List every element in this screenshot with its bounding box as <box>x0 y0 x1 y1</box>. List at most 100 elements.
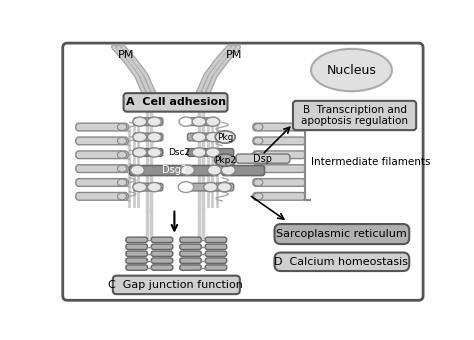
FancyBboxPatch shape <box>180 237 201 242</box>
FancyBboxPatch shape <box>76 165 128 172</box>
FancyBboxPatch shape <box>222 166 264 175</box>
Ellipse shape <box>218 183 231 192</box>
Ellipse shape <box>147 117 161 126</box>
FancyBboxPatch shape <box>130 166 219 175</box>
FancyBboxPatch shape <box>180 251 201 256</box>
FancyBboxPatch shape <box>126 244 147 250</box>
Ellipse shape <box>208 165 221 175</box>
FancyBboxPatch shape <box>236 154 290 163</box>
FancyBboxPatch shape <box>293 101 416 130</box>
FancyBboxPatch shape <box>205 258 227 264</box>
FancyBboxPatch shape <box>253 123 305 131</box>
Ellipse shape <box>206 148 220 157</box>
FancyBboxPatch shape <box>124 93 228 112</box>
Text: Dsg2: Dsg2 <box>162 165 187 175</box>
Ellipse shape <box>214 154 236 166</box>
Ellipse shape <box>179 117 193 126</box>
FancyBboxPatch shape <box>151 237 173 242</box>
Ellipse shape <box>254 123 263 131</box>
FancyBboxPatch shape <box>180 265 201 270</box>
FancyBboxPatch shape <box>113 276 240 294</box>
Ellipse shape <box>133 133 146 142</box>
FancyBboxPatch shape <box>253 178 305 186</box>
Ellipse shape <box>254 165 263 172</box>
Text: Pkg: Pkg <box>217 133 233 141</box>
Text: D  Calcium homeostasis: D Calcium homeostasis <box>274 257 409 267</box>
Ellipse shape <box>118 151 127 158</box>
Ellipse shape <box>178 182 194 192</box>
FancyBboxPatch shape <box>274 253 409 271</box>
Ellipse shape <box>311 49 392 91</box>
FancyBboxPatch shape <box>134 183 163 191</box>
Ellipse shape <box>254 179 263 186</box>
Ellipse shape <box>133 183 146 192</box>
FancyBboxPatch shape <box>63 43 423 300</box>
Ellipse shape <box>147 148 161 157</box>
FancyBboxPatch shape <box>151 265 173 270</box>
Text: Dsp: Dsp <box>254 154 273 164</box>
Text: Nucleus: Nucleus <box>327 64 376 76</box>
Ellipse shape <box>133 117 146 126</box>
Ellipse shape <box>254 151 263 158</box>
FancyBboxPatch shape <box>134 133 163 141</box>
Ellipse shape <box>147 133 161 142</box>
FancyBboxPatch shape <box>188 133 217 141</box>
FancyBboxPatch shape <box>126 251 147 256</box>
FancyBboxPatch shape <box>205 237 227 242</box>
Ellipse shape <box>206 133 220 142</box>
Ellipse shape <box>118 193 127 200</box>
Ellipse shape <box>192 133 206 142</box>
FancyBboxPatch shape <box>180 258 201 264</box>
Ellipse shape <box>118 137 127 144</box>
FancyBboxPatch shape <box>253 192 305 200</box>
Ellipse shape <box>204 183 218 192</box>
FancyBboxPatch shape <box>76 151 128 158</box>
Ellipse shape <box>221 165 235 175</box>
FancyBboxPatch shape <box>188 118 217 125</box>
FancyBboxPatch shape <box>253 151 305 158</box>
FancyBboxPatch shape <box>180 244 201 250</box>
Text: C  Gap junction function: C Gap junction function <box>109 280 243 290</box>
Ellipse shape <box>254 137 263 144</box>
Text: PM: PM <box>118 50 134 60</box>
FancyBboxPatch shape <box>188 183 234 191</box>
Text: Pkp2: Pkp2 <box>214 156 236 165</box>
Ellipse shape <box>181 165 194 175</box>
FancyBboxPatch shape <box>151 244 173 250</box>
Text: Sarcoplasmic reticulum: Sarcoplasmic reticulum <box>276 229 407 239</box>
FancyBboxPatch shape <box>134 118 163 125</box>
Text: Intermediate filaments: Intermediate filaments <box>311 157 431 167</box>
FancyBboxPatch shape <box>126 237 147 242</box>
FancyBboxPatch shape <box>126 258 147 264</box>
FancyBboxPatch shape <box>76 192 128 200</box>
Ellipse shape <box>133 148 146 157</box>
Ellipse shape <box>118 123 127 131</box>
FancyBboxPatch shape <box>76 123 128 131</box>
Ellipse shape <box>206 117 220 126</box>
FancyBboxPatch shape <box>205 244 227 250</box>
Ellipse shape <box>118 165 127 172</box>
FancyBboxPatch shape <box>205 265 227 270</box>
FancyBboxPatch shape <box>253 137 305 145</box>
Text: PM: PM <box>226 50 242 60</box>
Ellipse shape <box>192 148 206 157</box>
Ellipse shape <box>215 131 235 143</box>
FancyBboxPatch shape <box>151 258 173 264</box>
FancyBboxPatch shape <box>205 251 227 256</box>
Text: A  Cell adhesion: A Cell adhesion <box>126 97 226 107</box>
FancyBboxPatch shape <box>274 224 409 244</box>
Ellipse shape <box>254 193 263 200</box>
FancyBboxPatch shape <box>76 137 128 145</box>
Ellipse shape <box>192 117 206 126</box>
FancyBboxPatch shape <box>134 149 163 156</box>
Ellipse shape <box>118 179 127 186</box>
FancyBboxPatch shape <box>76 178 128 186</box>
FancyBboxPatch shape <box>188 149 234 156</box>
FancyBboxPatch shape <box>151 251 173 256</box>
Ellipse shape <box>130 165 145 175</box>
FancyBboxPatch shape <box>253 165 305 172</box>
Text: Dsc2: Dsc2 <box>168 148 191 157</box>
Text: B  Transcription and
apoptosis regulation: B Transcription and apoptosis regulation <box>301 105 408 126</box>
FancyBboxPatch shape <box>126 265 147 270</box>
Ellipse shape <box>147 183 161 192</box>
